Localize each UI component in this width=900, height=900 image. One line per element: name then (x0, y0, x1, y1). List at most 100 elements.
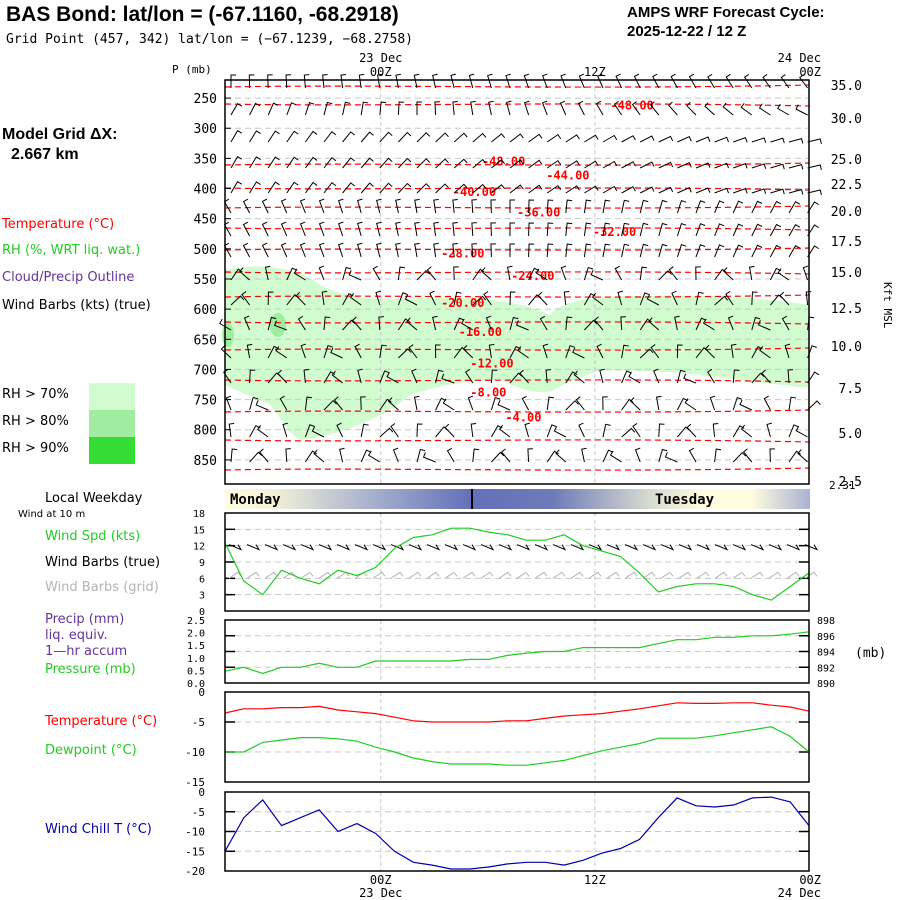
wind-barb (653, 368, 660, 384)
wind-barb (472, 158, 487, 169)
pressure-tick-label: 250 (194, 92, 217, 107)
wind-barb (280, 221, 288, 237)
wind-barb (725, 73, 734, 89)
wind-barb (537, 291, 548, 306)
pressure-tick-label: 892 (817, 663, 835, 674)
wind-barb (230, 268, 243, 281)
wind-barb (323, 345, 333, 359)
wind-barb (241, 291, 251, 306)
wind-barb-grid (750, 571, 764, 579)
wind-barb (759, 346, 771, 359)
wind-barb (242, 242, 251, 258)
wind-barb-grid (804, 571, 818, 579)
wind-barb-true (624, 544, 639, 551)
wind-barb (676, 344, 683, 359)
wind-barb (621, 161, 636, 169)
wind-barb (769, 267, 781, 281)
wind-barb (509, 372, 523, 384)
wind-barb (509, 243, 515, 257)
isotherm-line (224, 271, 810, 275)
wind-barb (490, 369, 498, 384)
wind-barb (337, 221, 344, 237)
wind-barb (491, 133, 506, 143)
rh-80-label: RH > 80% (2, 414, 69, 429)
wind-barb (704, 344, 715, 359)
wind-barb (542, 343, 549, 359)
isotherm-label: -12.00 (470, 356, 513, 370)
wind-barb (609, 450, 622, 463)
wind-barb (230, 156, 243, 169)
wind-barb (446, 447, 455, 463)
wind-barb-true (426, 544, 441, 551)
wind-barb-true (480, 544, 495, 551)
wind-tick-label: 3 (199, 591, 205, 602)
pressure-tick-label: 550 (194, 273, 217, 288)
wind-barb (704, 102, 715, 116)
wind-barb (676, 200, 687, 214)
wind-barb-grid (624, 571, 638, 579)
pressure-tick-label: 800 (194, 424, 217, 439)
wind-barb (658, 222, 668, 237)
rh-70-region (225, 266, 809, 440)
wind-barb-grid (606, 571, 620, 579)
wind-barb (807, 224, 819, 237)
wind-barb (632, 423, 641, 438)
wind-barb (395, 198, 401, 214)
wind-barb (367, 450, 381, 463)
isotherm-label: -36.00 (517, 206, 560, 220)
weekday-tuesday: Tuesday (655, 492, 715, 508)
wind-barb (677, 136, 692, 143)
rh-70-swatch (89, 383, 135, 410)
pressure-tick-label: 350 (194, 152, 217, 167)
pressure-tick-label: 896 (817, 632, 835, 643)
wind-barb (360, 423, 369, 438)
wind-barb (584, 185, 599, 194)
wind-barb (379, 182, 393, 194)
wind-barb (505, 73, 511, 89)
wind-barb (286, 156, 299, 169)
wind-barb (807, 245, 819, 258)
height-tick-label: 7.5 (839, 382, 862, 397)
wind-barb (339, 447, 345, 463)
wind-barb (318, 221, 325, 237)
wind-barb (261, 198, 269, 214)
wind-barb (546, 133, 562, 143)
wind-barb (565, 243, 573, 258)
wind-barb (784, 343, 791, 359)
legend-rh: RH (%, WRT liq. wat.) (2, 243, 141, 258)
legend-temperature-2: Temperature (°C) (45, 714, 158, 729)
wind-barb (360, 182, 374, 194)
wind-barb (602, 222, 611, 237)
wind-barb (614, 265, 623, 281)
wind-barb (766, 422, 772, 438)
wind-barb (777, 103, 790, 116)
wind-barb (546, 199, 554, 214)
precip-tick-label: 0.0 (187, 679, 205, 690)
wind-barb-true (696, 544, 711, 551)
legend-wind-chill: Wind Chill T (°C) (45, 822, 152, 837)
height-tick-label: 2.5 (839, 475, 862, 490)
wind-barb-true (570, 544, 585, 551)
wind-barb (275, 346, 288, 359)
weekday-bar (225, 489, 810, 509)
wind-barb (509, 345, 521, 359)
wind-barb (739, 399, 753, 411)
wind-barb-true (534, 544, 549, 551)
height-tick-label: 30.0 (831, 112, 862, 127)
wind-barb (267, 102, 279, 116)
wind-barb (472, 132, 487, 143)
wind-barb (376, 221, 382, 237)
wind-barb (634, 447, 641, 463)
isotherm-label: -24.00 (511, 269, 554, 283)
height-axis-label: Kft MSL (881, 282, 894, 329)
wind-barb (769, 200, 782, 214)
wind-barb-true (282, 544, 297, 551)
wind-barb (722, 102, 734, 116)
wind-barb (528, 267, 540, 281)
wind-barb (313, 449, 325, 463)
wind-barb-grid (408, 571, 422, 579)
precip-tick-label: 1.0 (187, 654, 205, 665)
wind-barb (378, 316, 384, 331)
height-tick-label: 22.5 (831, 178, 862, 193)
wind-barb (472, 183, 487, 194)
